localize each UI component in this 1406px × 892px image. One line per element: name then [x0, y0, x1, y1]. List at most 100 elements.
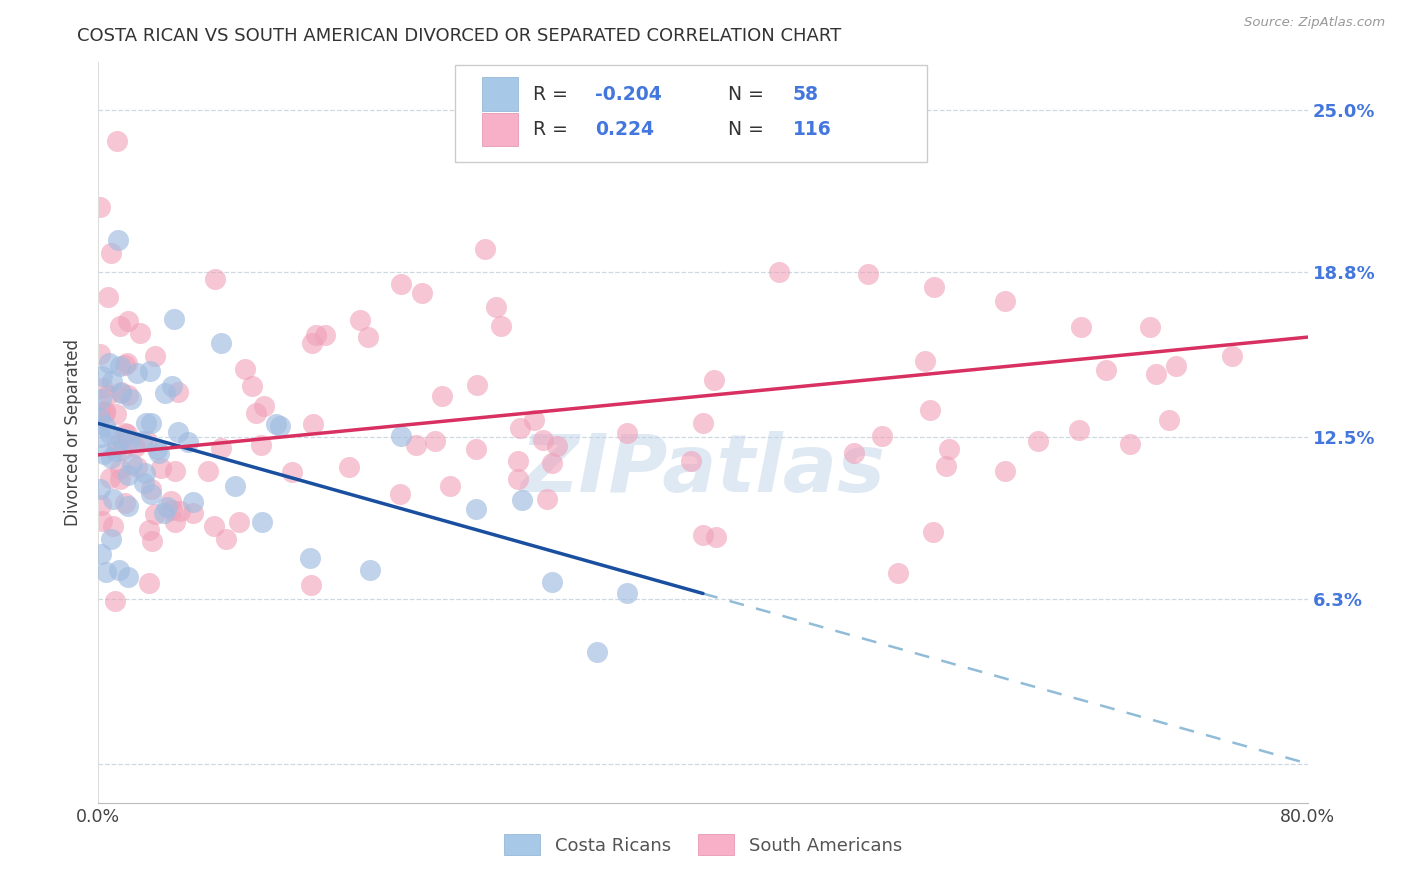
Point: [1095, 363, 1118, 377]
Point: [108, 472, 131, 486]
Point: [89, 482, 111, 496]
Point: [215, 532, 238, 546]
Point: [510, 493, 533, 508]
Text: 116: 116: [793, 120, 831, 139]
Point: [1067, 424, 1090, 438]
Point: [922, 524, 945, 539]
Point: [89, 200, 111, 214]
Point: [269, 419, 291, 434]
Point: [104, 407, 127, 421]
Point: [93, 381, 115, 395]
Point: [93, 419, 115, 434]
Point: [1026, 434, 1049, 448]
Point: [91, 514, 114, 528]
Point: [508, 454, 530, 468]
Text: ZIPatlas: ZIPatlas: [520, 431, 886, 508]
Point: [90, 498, 112, 512]
Point: [139, 364, 162, 378]
Point: [176, 434, 198, 449]
Point: [115, 427, 138, 442]
Point: [703, 373, 725, 387]
Point: [100, 246, 122, 260]
Point: [844, 445, 866, 459]
Point: [100, 426, 122, 441]
Point: [704, 530, 727, 544]
FancyBboxPatch shape: [456, 64, 927, 162]
Point: [149, 461, 172, 475]
Point: [141, 533, 163, 548]
Point: [305, 327, 328, 342]
Point: [155, 385, 177, 400]
Text: COSTA RICAN VS SOUTH AMERICAN DIVORCED OR SEPARATED CORRELATION CHART: COSTA RICAN VS SOUTH AMERICAN DIVORCED O…: [77, 27, 842, 45]
Point: [679, 454, 702, 468]
Point: [388, 487, 411, 501]
Point: [692, 527, 714, 541]
Point: [97, 388, 120, 402]
Point: [935, 458, 957, 473]
Point: [97, 356, 120, 370]
Point: [89, 347, 111, 361]
Point: [169, 504, 191, 518]
Point: [145, 507, 167, 521]
Bar: [482, 112, 517, 146]
Point: [120, 392, 142, 406]
Point: [1144, 368, 1167, 382]
Point: [108, 359, 131, 374]
Point: [93, 447, 115, 461]
Point: [430, 389, 453, 403]
Point: [160, 494, 183, 508]
Text: -0.204: -0.204: [595, 85, 662, 103]
Point: [299, 578, 322, 592]
Point: [105, 134, 128, 148]
Point: [474, 242, 496, 256]
Point: [301, 335, 323, 350]
Point: [1070, 319, 1092, 334]
Point: [131, 434, 153, 448]
Point: [357, 330, 380, 344]
Point: [160, 503, 183, 517]
Text: R =: R =: [533, 85, 574, 103]
Point: [411, 286, 433, 301]
Point: [107, 233, 129, 247]
Point: [197, 464, 219, 478]
Point: [121, 457, 143, 471]
Point: [465, 502, 488, 516]
Point: [302, 417, 325, 431]
Point: [870, 429, 893, 443]
Point: [129, 326, 152, 340]
Point: [918, 403, 941, 417]
Point: [117, 570, 139, 584]
Point: [110, 385, 132, 400]
Point: [1118, 436, 1140, 450]
Point: [389, 277, 412, 292]
Point: [125, 459, 148, 474]
Point: [183, 495, 205, 509]
Point: [228, 515, 250, 529]
Point: [252, 515, 274, 529]
Point: [540, 456, 562, 470]
Point: [111, 442, 134, 457]
Point: [202, 518, 225, 533]
Point: [114, 425, 136, 440]
Point: [139, 483, 162, 497]
Point: [489, 318, 512, 333]
Point: [100, 532, 122, 546]
Point: [100, 451, 122, 466]
Point: [153, 506, 176, 520]
Point: [994, 294, 1017, 309]
Point: [110, 432, 132, 446]
Point: [536, 491, 558, 506]
Point: [1220, 349, 1243, 363]
Point: [110, 319, 132, 334]
Point: [165, 464, 187, 478]
Point: [165, 515, 187, 529]
Point: [856, 267, 879, 281]
Point: [166, 425, 188, 439]
Point: [108, 563, 131, 577]
Point: [250, 438, 273, 452]
Point: [118, 434, 141, 448]
Point: [135, 434, 157, 448]
Point: [117, 314, 139, 328]
Point: [146, 442, 169, 456]
Point: [100, 374, 122, 388]
